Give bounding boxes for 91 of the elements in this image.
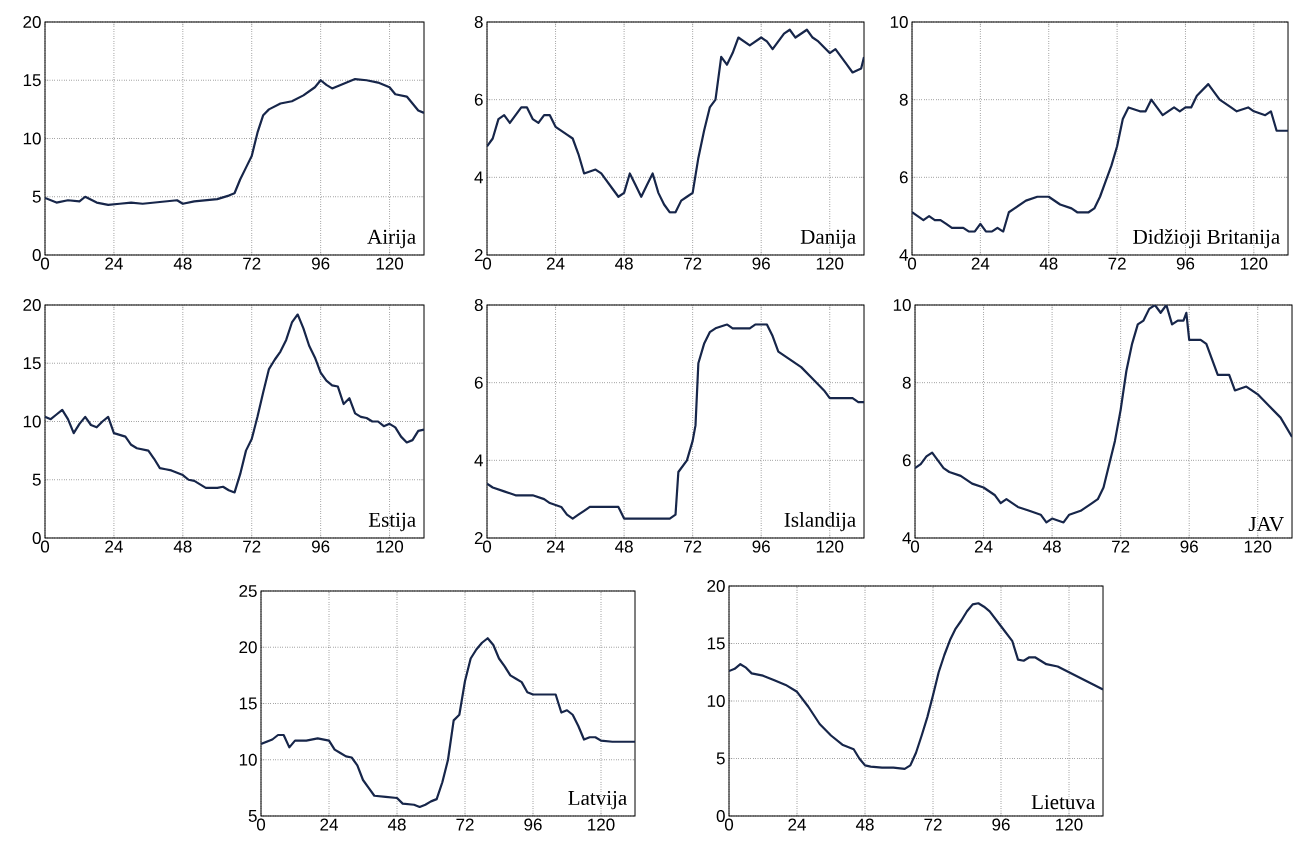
x-tick-label: 72 <box>684 257 702 270</box>
y-tick-label: 20 <box>23 298 41 312</box>
x-tick-label: 0 <box>482 540 492 553</box>
x-tick-label: 24 <box>320 818 338 831</box>
y-tick-label: 6 <box>474 376 483 389</box>
x-tick-label: 96 <box>311 257 330 270</box>
annotation: Danija <box>800 229 856 249</box>
x-tick-label: 72 <box>1108 257 1126 270</box>
y-tick-label: 20 <box>239 641 257 654</box>
y-tick-label: 8 <box>474 298 483 312</box>
x-tick-label: 0 <box>724 818 734 831</box>
y-tick-label: 8 <box>474 15 483 29</box>
x-tick-label: 96 <box>524 818 542 831</box>
line-series <box>729 602 1104 770</box>
y-tick-label: 4 <box>474 454 483 467</box>
x-tick-label: 48 <box>615 257 633 270</box>
annotation: Airija <box>367 229 416 249</box>
x-tick-label: 72 <box>243 540 261 553</box>
x-tick-label: 120 <box>1244 540 1272 553</box>
line-series <box>45 313 424 494</box>
x-tick-label: 48 <box>173 540 192 553</box>
annotation: Didžioji Britanija <box>1133 229 1280 249</box>
line-series <box>487 28 865 214</box>
x-tick-label: 72 <box>243 257 261 270</box>
y-tick-label: 2 <box>474 532 483 544</box>
y-tick-label: 10 <box>893 298 911 312</box>
y-tick-label: 4 <box>474 171 483 184</box>
y-tick-label: 5 <box>32 473 41 486</box>
x-tick-label: 24 <box>974 540 993 553</box>
x-tick-label: 72 <box>684 540 702 553</box>
x-tick-label: 120 <box>376 257 404 270</box>
x-tick-label: 72 <box>1112 540 1130 553</box>
y-tick-label: 10 <box>23 415 41 428</box>
x-tick-label: 24 <box>546 540 565 553</box>
y-tick-label: 8 <box>899 93 908 106</box>
x-tick-label: 48 <box>615 540 633 553</box>
x-tick-label: 48 <box>1043 540 1061 553</box>
x-tick-label: 0 <box>482 257 492 270</box>
y-tick-label: 4 <box>899 249 908 261</box>
x-tick-label: 24 <box>971 257 990 270</box>
y-tick-label: 15 <box>23 74 41 87</box>
x-tick-label: 96 <box>992 818 1010 831</box>
x-tick-label: 24 <box>788 818 806 831</box>
y-tick-label: 10 <box>707 694 725 708</box>
y-tick-label: 10 <box>239 753 257 766</box>
y-tick-label: 10 <box>23 132 41 145</box>
y-tick-label: 5 <box>716 752 725 765</box>
annotation: Latvija <box>568 790 627 810</box>
x-tick-label: 120 <box>376 540 404 553</box>
x-tick-label: 120 <box>816 257 844 270</box>
y-tick-label: 15 <box>23 357 41 370</box>
y-tick-label: 8 <box>902 376 911 389</box>
x-tick-label: 48 <box>855 818 874 831</box>
y-tick-label: 20 <box>23 15 41 29</box>
y-tick-label: 6 <box>899 171 908 184</box>
x-tick-label: 96 <box>1180 540 1198 553</box>
y-tick-label: 2 <box>474 249 483 261</box>
x-tick-label: 24 <box>105 540 123 553</box>
x-tick-label: 120 <box>588 818 615 831</box>
y-tick-label: 5 <box>248 810 257 822</box>
x-tick-label: 48 <box>387 818 406 831</box>
x-tick-label: 120 <box>1056 818 1083 831</box>
annotation: Estija <box>368 512 416 532</box>
x-tick-label: 48 <box>1039 257 1058 270</box>
x-tick-label: 24 <box>546 257 565 270</box>
y-tick-label: 10 <box>890 15 908 29</box>
x-tick-label: 0 <box>40 540 50 553</box>
y-tick-label: 15 <box>239 697 257 710</box>
x-tick-label: 96 <box>752 540 770 553</box>
x-tick-label: 72 <box>924 818 942 831</box>
x-tick-label: 120 <box>1240 257 1268 270</box>
y-tick-label: 20 <box>707 579 725 593</box>
annotation: JAV <box>1248 516 1284 532</box>
y-tick-label: 25 <box>239 584 257 598</box>
x-tick-label: 96 <box>1176 257 1195 270</box>
x-tick-label: 72 <box>456 818 474 831</box>
annotation: Lietuva <box>1031 795 1095 810</box>
x-tick-label: 0 <box>256 818 266 831</box>
y-tick-label: 4 <box>902 532 911 544</box>
annotation: Islandija <box>784 512 856 532</box>
y-tick-label: 6 <box>902 454 911 467</box>
x-tick-label: 96 <box>311 540 330 553</box>
y-tick-label: 6 <box>474 93 483 106</box>
x-tick-label: 24 <box>105 257 123 270</box>
x-tick-label: 0 <box>910 540 920 553</box>
x-tick-label: 48 <box>173 257 192 270</box>
y-tick-label: 5 <box>32 190 41 203</box>
x-tick-label: 96 <box>752 257 770 270</box>
y-tick-label: 15 <box>707 637 725 650</box>
x-tick-label: 0 <box>40 257 50 270</box>
x-tick-label: 120 <box>816 540 844 553</box>
